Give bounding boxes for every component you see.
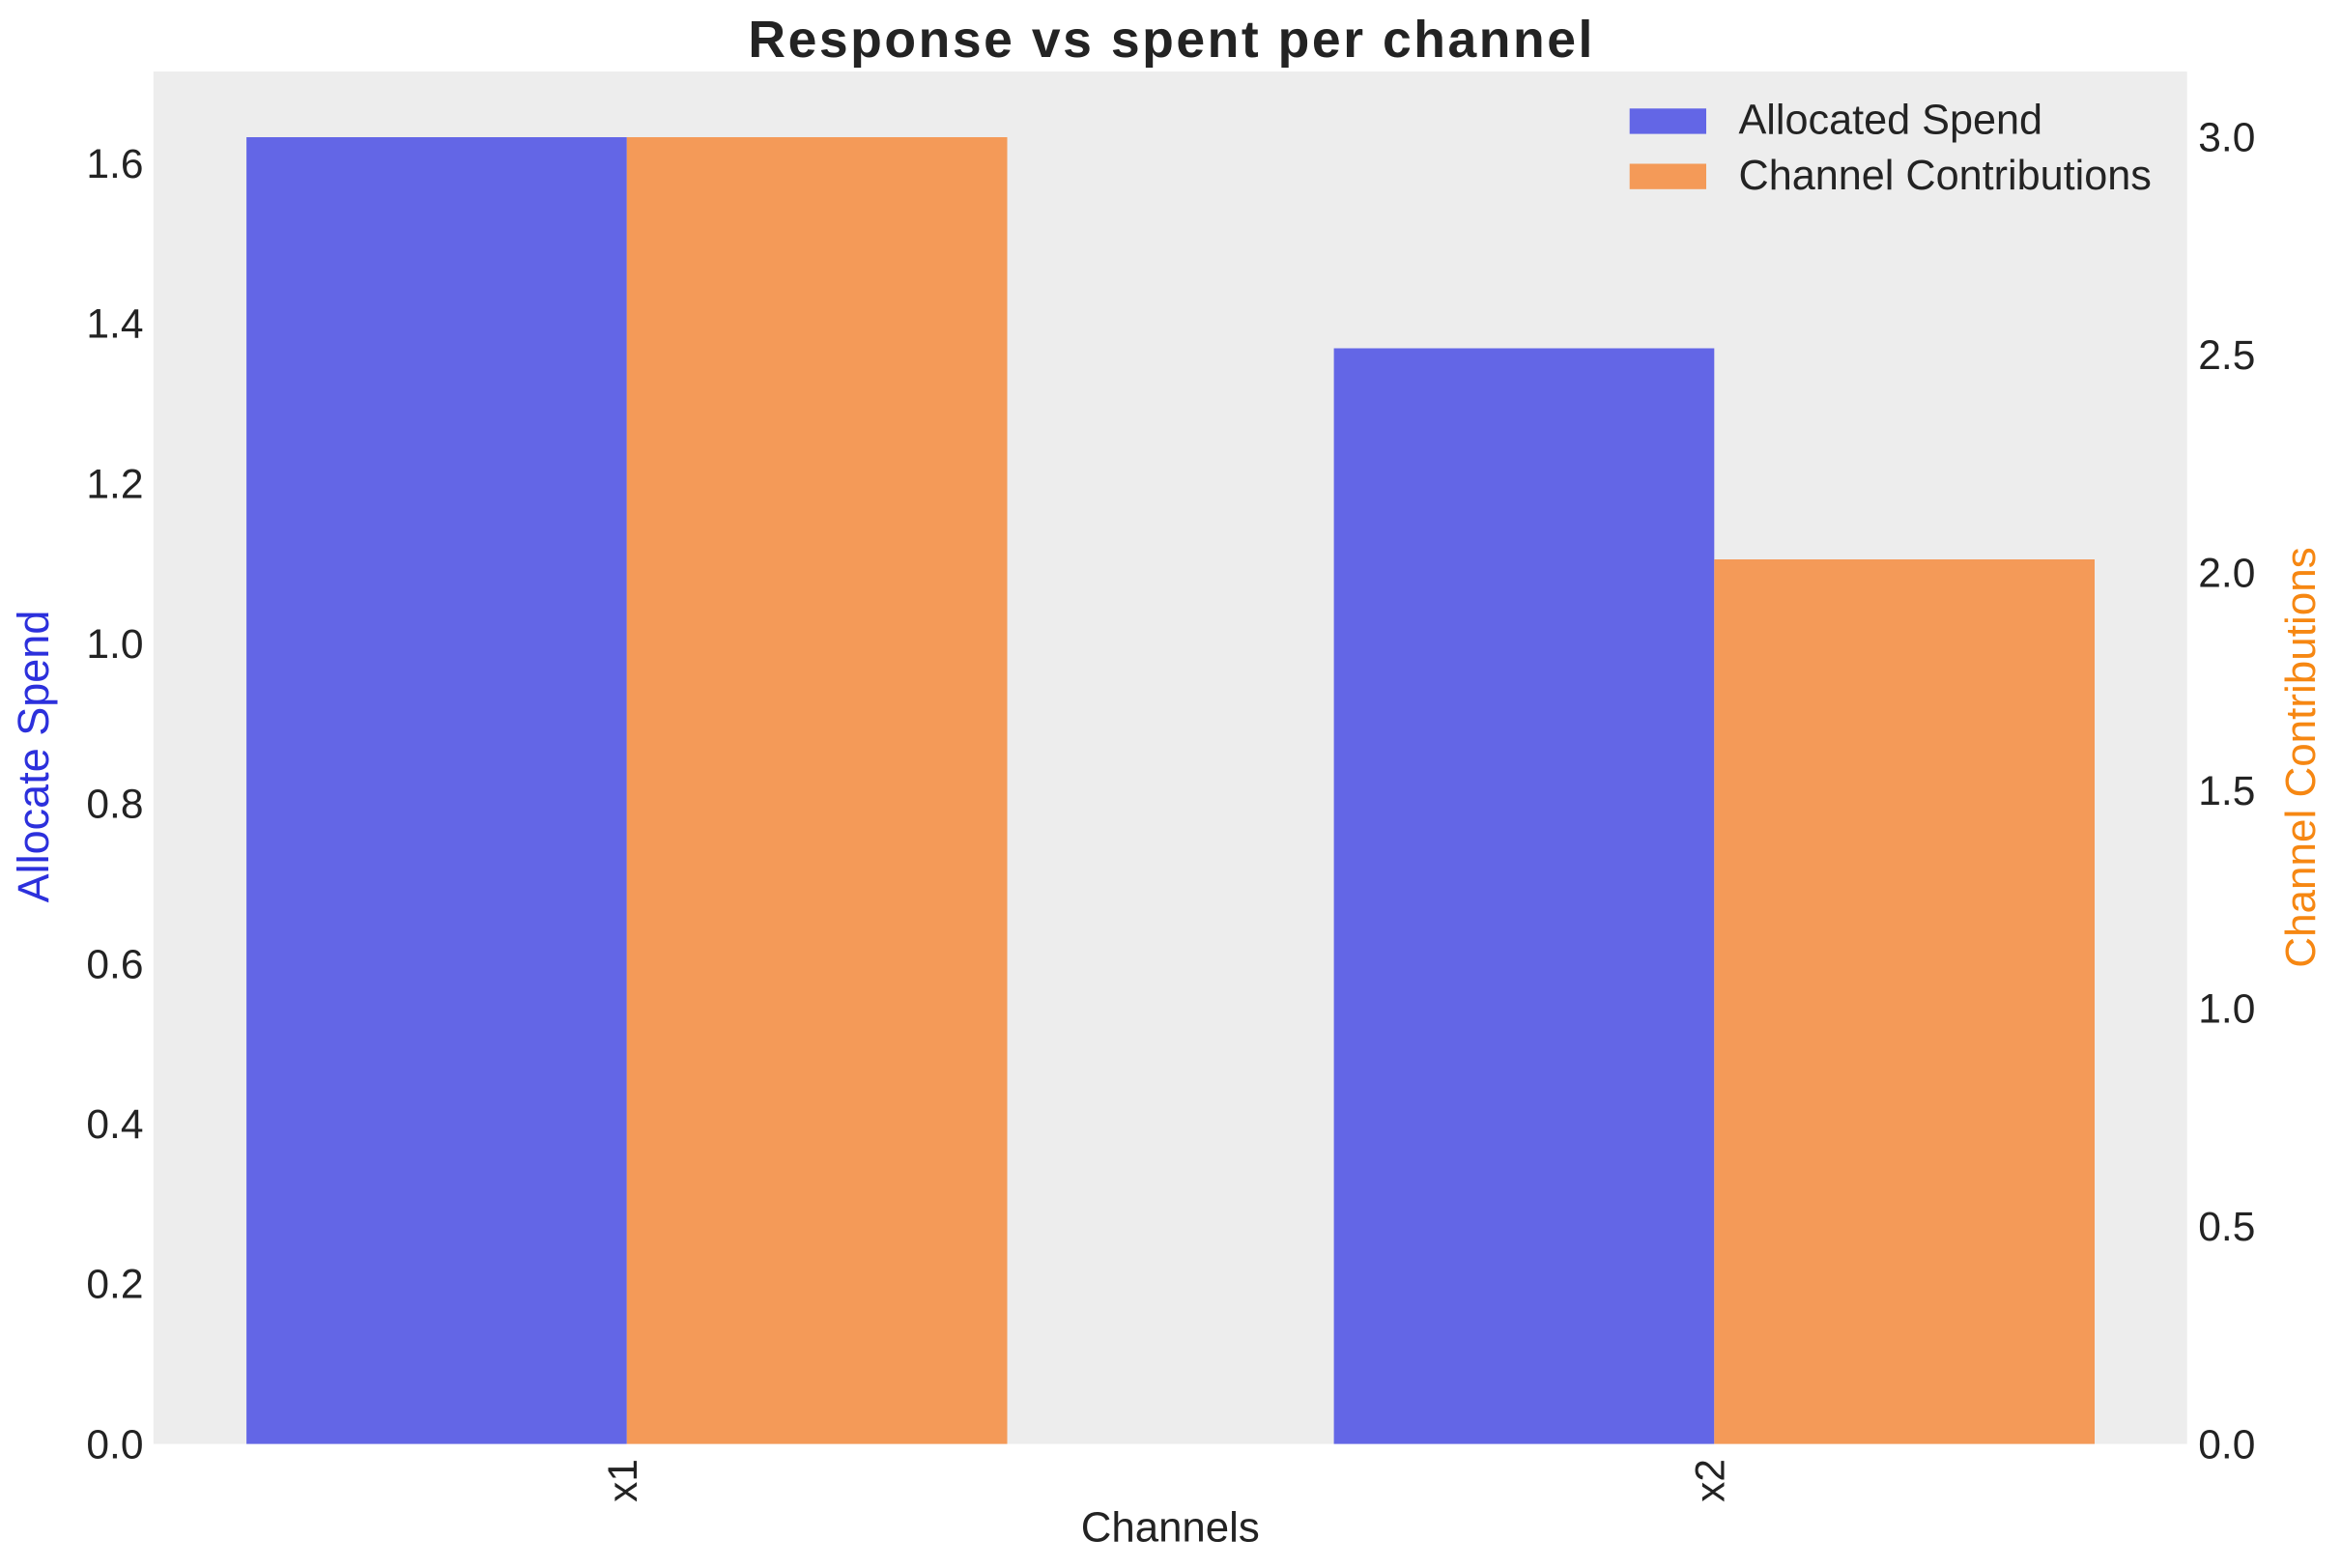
svg-text:0.0: 0.0: [2198, 1422, 2255, 1468]
svg-text:Allocated Spend: Allocated Spend: [1739, 98, 2043, 144]
svg-text:2.5: 2.5: [2198, 333, 2255, 379]
svg-text:Channel Contributions: Channel Contributions: [1739, 153, 2152, 199]
svg-text:0.8: 0.8: [86, 783, 143, 828]
svg-text:1.6: 1.6: [86, 142, 143, 187]
svg-text:1.2: 1.2: [86, 462, 143, 507]
svg-text:1.0: 1.0: [86, 622, 143, 668]
svg-text:1.5: 1.5: [2198, 769, 2255, 814]
svg-text:2.0: 2.0: [2198, 552, 2255, 597]
svg-text:0.0: 0.0: [86, 1422, 143, 1468]
svg-text:0.5: 0.5: [2198, 1205, 2255, 1250]
svg-text:x2: x2: [1688, 1459, 1733, 1502]
svg-text:Channels: Channels: [1081, 1503, 1260, 1551]
svg-text:3.0: 3.0: [2198, 116, 2255, 161]
svg-text:Channel Contributions: Channel Contributions: [2277, 547, 2325, 967]
svg-text:0.4: 0.4: [86, 1102, 143, 1148]
svg-text:Response vs spent per channel: Response vs spent per channel: [748, 12, 1592, 69]
svg-text:0.6: 0.6: [86, 942, 143, 987]
svg-text:x1: x1: [601, 1459, 646, 1502]
svg-text:1.4: 1.4: [86, 302, 143, 348]
svg-text:1.0: 1.0: [2198, 986, 2255, 1032]
svg-text:0.2: 0.2: [86, 1263, 143, 1308]
svg-text:Allocate Spend: Allocate Spend: [9, 611, 58, 903]
